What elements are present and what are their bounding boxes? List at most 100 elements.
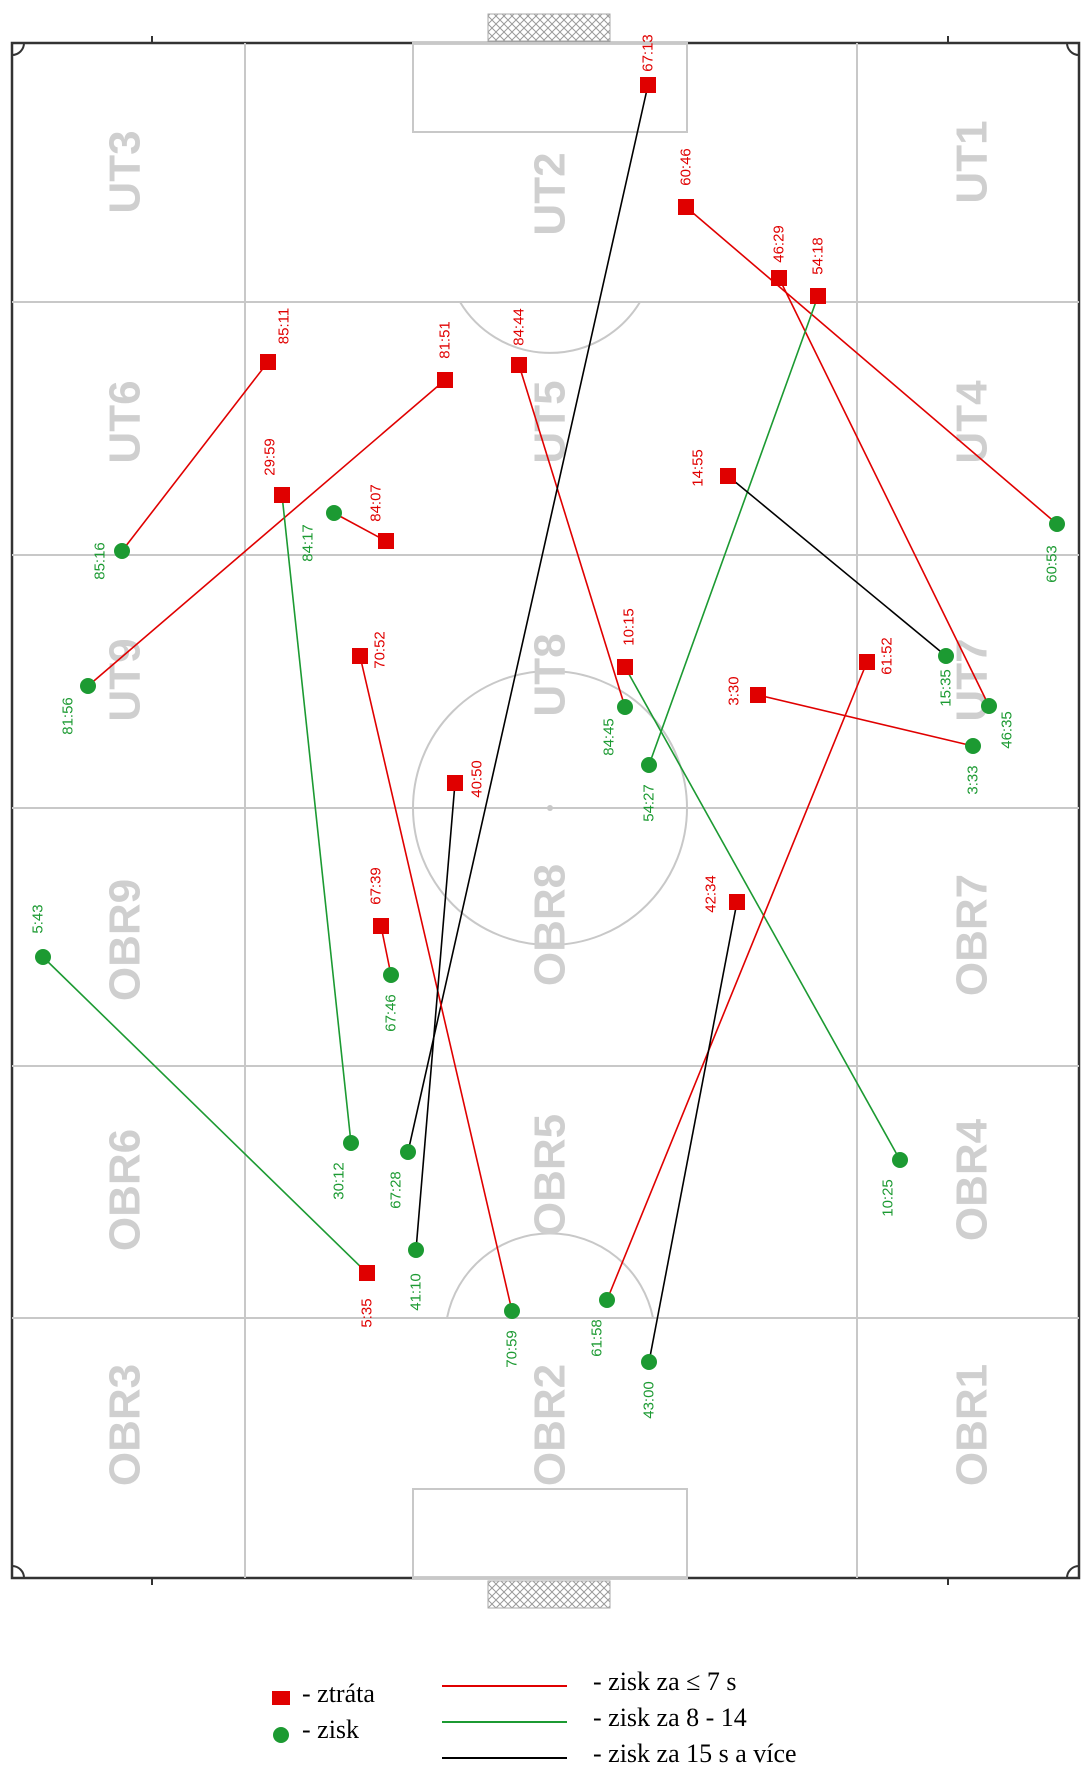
zone-label-obr5: OBR5 [526,1114,575,1236]
gain-time-label: 84:17 [300,524,317,562]
loss-time-label: 67:39 [368,867,385,905]
legend-slow-label: - zisk za 15 s a více [593,1739,797,1768]
loss-marker [378,533,394,549]
gain-marker [504,1303,520,1319]
loss-marker [274,487,290,503]
loss-marker [260,354,276,370]
transition-line-slow [415,782,456,1251]
gain-marker [641,1354,657,1370]
loss-time-label: 84:07 [368,484,385,522]
gain-marker [938,648,954,664]
legend-gain-label: - zisk [302,1715,360,1744]
legend: - ztráta - zisk - zisk za ≤ 7 s - zisk z… [260,1665,860,1768]
legend-loss-marker [272,1691,290,1705]
zone-label-obr8: OBR8 [526,864,575,986]
gain-marker [35,949,51,965]
loss-marker [352,648,368,664]
gain-time-label: 15:35 [938,669,955,707]
transition-line-fast [685,206,1058,525]
gain-time-label: 10:25 [880,1179,897,1217]
gain-marker [981,698,997,714]
gain-time-label: 54:27 [641,784,658,822]
transition-line-fast [333,512,387,542]
gain-marker [965,738,981,754]
transition-line-medium [42,956,368,1274]
corner-arc [11,42,25,56]
loss-marker [437,372,453,388]
football-pitch-diagram: UT3 UT2 UT1 UT6 UT5 UT4 UT9 UT8 UT7 OBR9… [10,13,1081,1609]
zone-label-obr6: OBR6 [101,1129,150,1251]
zone-label-ut4: UT4 [948,380,997,464]
loss-marker [617,659,633,675]
gain-time-label: 3:33 [965,765,982,794]
bottom-penalty-arc [446,1232,654,1319]
zone-label-ut5: UT5 [526,380,575,463]
gain-marker [617,699,633,715]
loss-time-label: 42:34 [703,875,720,913]
gain-marker [408,1242,424,1258]
corner-arc [11,1565,25,1579]
transition-line-fast [380,925,392,976]
transition-line-medium [624,666,901,1161]
zone-label-obr7: OBR7 [948,874,997,996]
loss-time-label: 3:30 [726,676,743,705]
loss-time-label: 10:15 [621,608,638,646]
transition-line-fast [757,694,974,747]
top-penalty-area [412,42,688,133]
loss-marker [729,894,745,910]
corner-arc [1066,42,1080,56]
gain-marker [400,1144,416,1160]
zone-label-obr4: OBR4 [948,1118,997,1241]
gain-marker [80,678,96,694]
gain-time-label: 85:16 [92,542,109,580]
loss-marker [810,288,826,304]
transition-line-slow [648,901,738,1363]
legend-medium-label: - zisk za 8 - 14 [593,1703,747,1732]
legend-loss-label: - ztráta [302,1679,375,1708]
gain-time-label: 61:58 [589,1319,606,1357]
legend-fast-line [442,1685,567,1687]
loss-time-label: 61:52 [879,637,896,675]
loss-time-label: 85:11 [276,308,293,344]
loss-marker [859,654,875,670]
zone-label-ut3: UT3 [101,130,150,213]
loss-time-label: 14:55 [690,449,707,487]
zone-label-obr2: OBR2 [526,1364,575,1486]
corner-arc [1066,1565,1080,1579]
gain-marker [641,757,657,773]
transition-line-fast [359,655,513,1312]
loss-time-label: 40:50 [469,760,486,798]
event-time-labels: 67:13 60:46 46:29 54:18 85:11 81:51 84:44 29:59… [30,34,1061,1419]
transition-line-fast [778,277,990,707]
zone-label-ut6: UT6 [101,380,150,463]
loss-time-label: 54:18 [810,237,827,275]
loss-marker [771,270,787,286]
loss-time-label: 29:59 [262,438,279,476]
gain-time-label: 60:53 [1044,545,1061,583]
gain-time-label: 70:59 [504,1330,521,1368]
legend-medium-line [442,1721,567,1723]
loss-marker [447,775,463,791]
gain-marker [343,1135,359,1151]
gain-marker [114,543,130,559]
loss-marker [678,199,694,215]
gain-time-label: 5:43 [30,904,47,933]
gain-time-label: 84:45 [601,718,618,756]
loss-time-label: 60:46 [678,148,695,186]
loss-marker [359,1265,375,1281]
gain-time-label: 46:35 [999,711,1016,749]
bottom-penalty-area [412,1488,688,1579]
gain-marker [1049,516,1065,532]
zone-label-ut1: UT1 [948,120,997,203]
pitch-outline [10,41,1081,1580]
top-penalty-arc [459,301,641,354]
zone-label-obr3: OBR3 [101,1364,150,1486]
loss-marker [720,468,736,484]
loss-marker [373,918,389,934]
gain-marker [326,505,342,521]
transition-line-fast [121,361,269,552]
center-spot [547,805,553,811]
transition-line-slow [407,84,649,1153]
legend-slow-line [442,1757,567,1759]
transition-line-medium [281,494,352,1144]
